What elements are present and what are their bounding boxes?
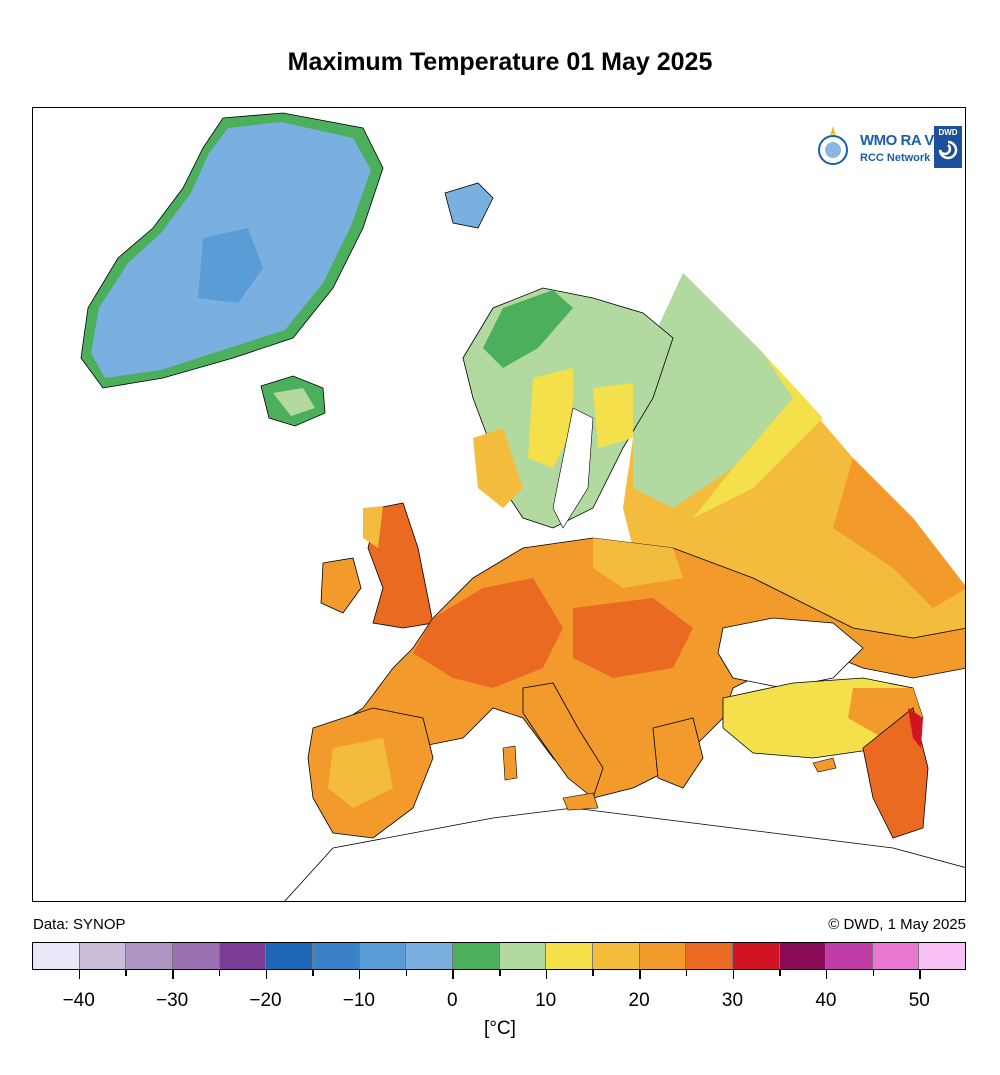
legend-segment bbox=[592, 943, 640, 969]
copyright: © DWD, 1 May 2025 bbox=[828, 916, 966, 933]
legend-unit: [°C] bbox=[484, 1018, 516, 1039]
legend-segment bbox=[546, 943, 593, 969]
legend-tick-label: 40 bbox=[815, 990, 837, 1011]
legend-segment bbox=[919, 943, 966, 969]
rcc-label: RCC Network bbox=[860, 152, 931, 164]
legend-segment bbox=[499, 943, 547, 969]
legend-tick-label: 20 bbox=[628, 990, 650, 1011]
legend-segment bbox=[826, 943, 873, 969]
legend-tick-labels: −40 −30 −20 −10 0 10 20 30 40 50 bbox=[32, 990, 966, 1014]
legend-segment bbox=[686, 943, 733, 969]
legend-tick bbox=[639, 970, 641, 979]
map-title: Maximum Temperature 01 May 2025 bbox=[287, 48, 713, 76]
legend-tick bbox=[685, 970, 688, 976]
north-africa bbox=[284, 807, 965, 901]
wmo-dwd-logo: WMO RA VI RCC Network DWD bbox=[808, 122, 966, 172]
color-legend bbox=[32, 942, 966, 970]
legend-tick bbox=[779, 970, 781, 976]
legend-tick-label: −40 bbox=[62, 990, 95, 1011]
wmo-label: WMO RA VI bbox=[860, 132, 938, 149]
ireland bbox=[320, 557, 362, 614]
legend-segment bbox=[452, 943, 500, 969]
svalbard bbox=[444, 182, 494, 229]
legend-ticks bbox=[32, 970, 966, 980]
legend-tick-label: −10 bbox=[342, 990, 375, 1011]
legend-tick bbox=[172, 970, 174, 979]
legend-tick bbox=[312, 970, 314, 976]
legend-segment bbox=[639, 943, 687, 969]
legend-tick-label: 50 bbox=[908, 990, 930, 1011]
legend-tick-label: 10 bbox=[535, 990, 557, 1011]
legend-tick-label: 0 bbox=[447, 990, 458, 1011]
legend-tick-label: 30 bbox=[721, 990, 744, 1011]
dwd-logo-icon: DWD bbox=[934, 126, 962, 168]
legend-segment bbox=[872, 943, 920, 969]
legend-tick bbox=[125, 970, 127, 976]
legend-tick bbox=[78, 970, 81, 979]
wmo-emblem-icon bbox=[818, 126, 848, 165]
great-britain bbox=[367, 502, 434, 629]
legend-segment bbox=[266, 943, 313, 969]
legend-segment bbox=[219, 943, 267, 969]
legend-segment bbox=[79, 943, 127, 969]
dwd-label: DWD bbox=[938, 128, 958, 137]
legend-tick bbox=[358, 970, 361, 979]
legend-tick bbox=[872, 970, 875, 976]
legend-tick bbox=[265, 970, 267, 979]
legend-tick bbox=[732, 970, 734, 979]
legend-segment bbox=[779, 943, 827, 969]
legend-segment bbox=[126, 943, 173, 969]
legend-tick-label: −30 bbox=[155, 990, 189, 1011]
legend-tick bbox=[218, 970, 221, 976]
legend-segment bbox=[359, 943, 407, 969]
black-sea bbox=[717, 617, 864, 689]
legend-tick bbox=[499, 970, 501, 976]
temperature-map bbox=[32, 107, 966, 902]
legend-tick bbox=[405, 970, 408, 976]
legend-segment bbox=[33, 943, 80, 969]
legend-segment bbox=[312, 943, 360, 969]
legend-tick bbox=[825, 970, 828, 979]
middle-east bbox=[862, 707, 929, 839]
legend-tick bbox=[919, 970, 921, 979]
data-source: Data: SYNOP bbox=[33, 916, 126, 933]
legend-tick bbox=[592, 970, 594, 976]
legend-tick-label: −20 bbox=[249, 990, 282, 1011]
greece bbox=[652, 717, 704, 789]
legend-tick bbox=[545, 970, 548, 979]
legend-segment bbox=[732, 943, 780, 969]
legend-segment bbox=[172, 943, 220, 969]
legend-tick bbox=[452, 970, 454, 979]
legend-segment bbox=[406, 943, 453, 969]
